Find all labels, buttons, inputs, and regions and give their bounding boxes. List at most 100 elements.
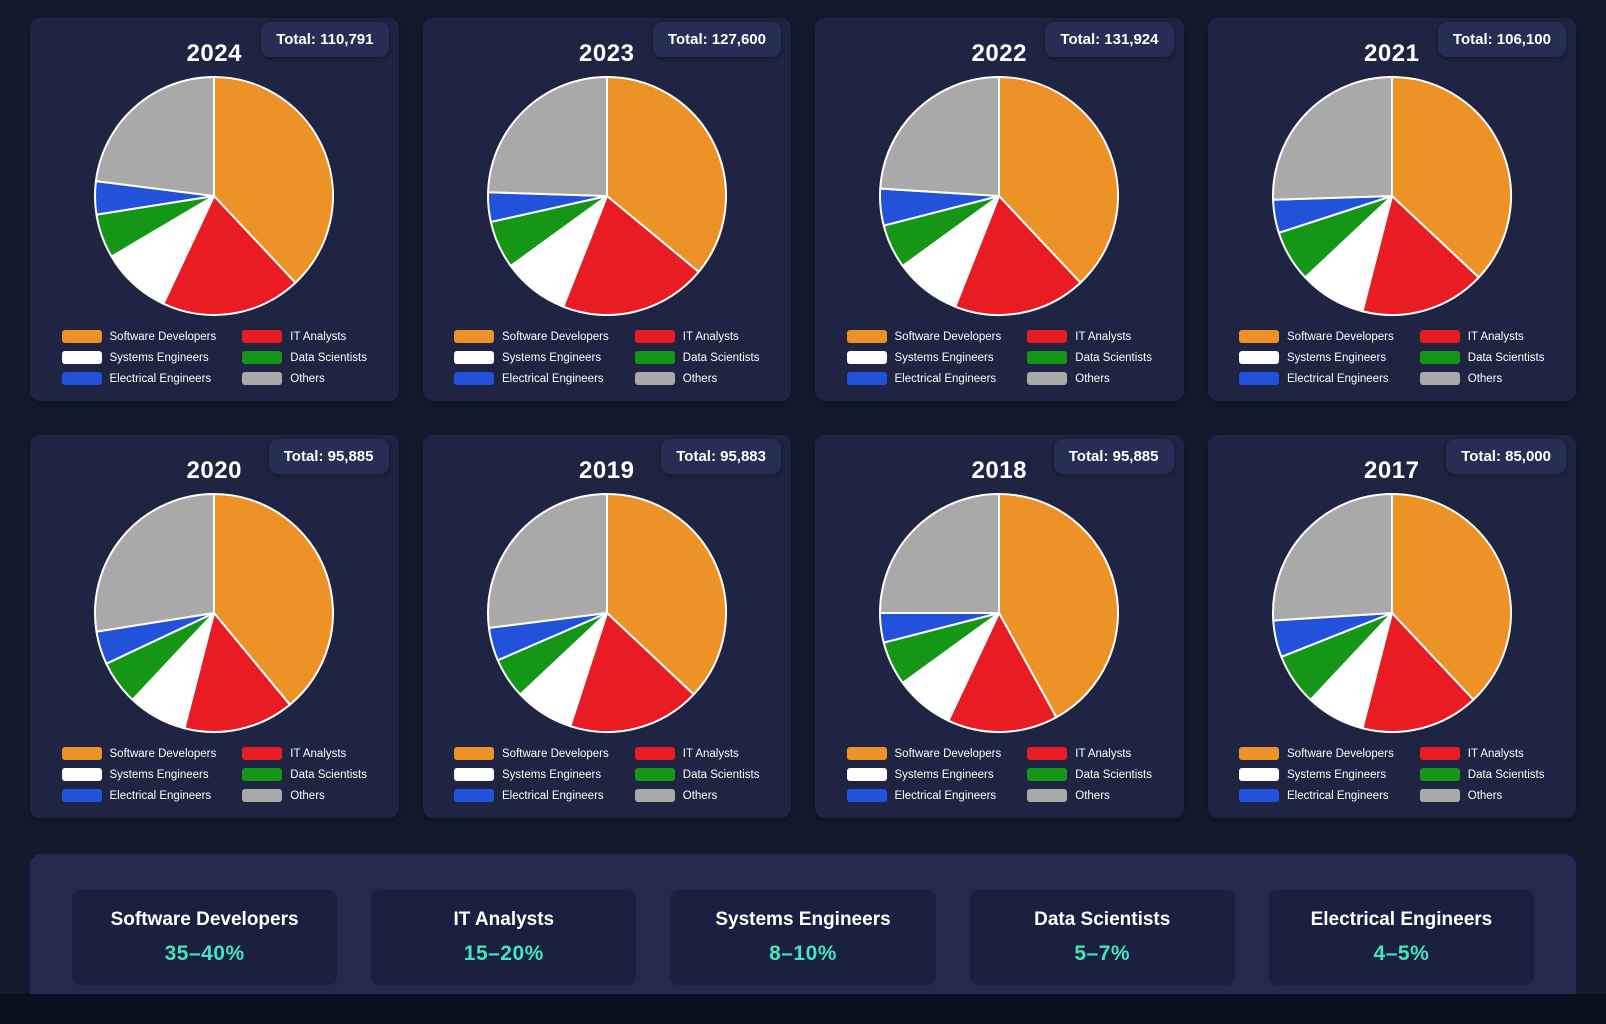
stat-value: 4–5% [1373,942,1430,965]
total-badge: Total: 127,600 [652,22,781,57]
legend-label: Electrical Engineers [502,789,604,802]
legend-swatch [61,330,102,343]
pie-chart [42,74,387,318]
pie-slice [1390,76,1512,279]
legend: Software Developers IT Analysts Systems En… [435,330,780,385]
pie-slice [947,612,1058,733]
legend-item: Systems Engineers [61,351,217,364]
legend-swatch [1027,789,1068,802]
legend-item: IT Analysts [242,330,367,343]
total-label: Total: 85,000 [1461,448,1551,465]
pie-slice [183,612,292,733]
pie-slice [605,76,727,273]
legend-swatch [61,789,102,802]
charts-grid: Total: 110,791 2024 Software Developers I… [30,18,1576,818]
total-badge: Total: 106,100 [1437,22,1566,57]
chart-card: Total: 110,791 2024 Software Developers I… [30,18,399,401]
stat-label: Systems Engineers [715,909,891,930]
legend-label: Others [682,372,718,385]
legend-label: Systems Engineers [1287,768,1387,781]
legend-label: Electrical Engineers [109,789,212,802]
pie-chart [435,491,780,735]
stat-label: Data Scientists [1034,909,1171,930]
legend-swatch [634,372,675,385]
pie-slice [1271,76,1393,201]
pie-slice [213,76,335,284]
legend-item: Electrical Engineers [454,372,609,385]
legend: Software Developers IT Analysts Systems En… [827,747,1172,802]
legend-label: Data Scientists [682,351,760,364]
legend-swatch [61,747,102,760]
legend-item: Data Scientists [1027,351,1152,364]
legend-swatch [454,372,495,385]
legend-label: Systems Engineers [894,351,994,364]
legend-swatch [1419,747,1460,760]
legend-swatch [1239,789,1280,802]
legend-item: Electrical Engineers [61,372,217,385]
total-badge: Total: 95,885 [268,439,389,474]
legend-swatch [846,351,887,364]
legend-swatch [61,351,102,364]
total-badge: Total: 85,000 [1446,439,1566,474]
legend: Software Developers IT Analysts Systems En… [827,330,1172,385]
total-badge: Total: 131,924 [1045,22,1174,57]
stat-value: 15–20% [463,942,544,965]
legend-swatch [1239,768,1280,781]
legend-label: Electrical Engineers [502,372,604,385]
legend-item: Software Developers [846,330,1001,343]
pie-slice [568,612,695,733]
legend-swatch [1239,372,1280,385]
legend-swatch [242,747,283,760]
pie-slice [213,493,335,706]
legend-swatch [634,747,675,760]
legend-item: Electrical Engineers [1239,372,1394,385]
legend-item: Systems Engineers [454,768,609,781]
legend-item: Others [1027,372,1152,385]
legend-swatch [1027,768,1068,781]
legend: Software Developers IT Analysts Systems En… [1220,747,1565,802]
legend-item: Electrical Engineers [1239,789,1394,802]
legend-swatch [846,747,887,760]
summary-panel: Software Developers 35–40% IT Analysts 15–2… [30,854,1576,1021]
legend-label: Data Scientists [1075,351,1152,364]
legend-label: Software Developers [1287,747,1394,760]
legend-label: IT Analysts [682,330,739,343]
legend-item: Others [634,789,760,802]
legend-item: Data Scientists [1419,351,1544,364]
pie-slice [486,76,608,197]
legend-label: Data Scientists [290,351,367,364]
legend-swatch [61,768,102,781]
legend-label: Electrical Engineers [109,372,212,385]
legend-swatch [1027,351,1068,364]
legend-item: Others [1419,789,1545,802]
year-title: 2024 [186,40,242,67]
legend-swatch [1419,789,1460,802]
total-label: Total: 110,791 [276,31,374,48]
chart-card: Total: 95,883 2019 Software Developers IT… [422,435,791,818]
legend-label: Systems Engineers [502,351,602,364]
pie-chart [1220,74,1565,318]
legend-label: Others [1075,372,1110,385]
stat-card: Data Scientists 5–7% [969,890,1235,985]
legend-item: Electrical Engineers [846,789,1002,802]
legend-swatch [1419,351,1460,364]
pie-chart [827,491,1172,735]
pie-slice [486,493,608,629]
pie-svg [94,493,335,733]
pie-chart [827,74,1172,318]
legend-item: Data Scientists [1027,768,1152,781]
total-label: Total: 127,600 [667,31,766,48]
legend-label: Software Developers [109,747,217,760]
legend-label: Others [290,789,325,802]
legend-swatch [634,330,675,343]
legend-swatch [634,789,675,802]
legend: Software Developers IT Analysts Systems En… [1220,330,1565,385]
year-title: 2017 [1364,457,1420,484]
legend-swatch [634,351,675,364]
legend-label: IT Analysts [1467,330,1524,343]
legend-label: Electrical Engineers [1287,789,1389,802]
legend-swatch [846,789,887,802]
year-title: 2022 [971,40,1027,67]
legend-swatch [1419,330,1460,343]
legend-item: Others [1419,372,1545,385]
